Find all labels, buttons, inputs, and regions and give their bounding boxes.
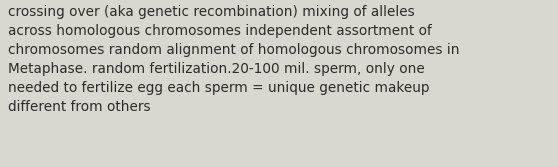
Text: crossing over (aka genetic recombination) mixing of alleles
across homologous ch: crossing over (aka genetic recombination… xyxy=(8,5,460,114)
